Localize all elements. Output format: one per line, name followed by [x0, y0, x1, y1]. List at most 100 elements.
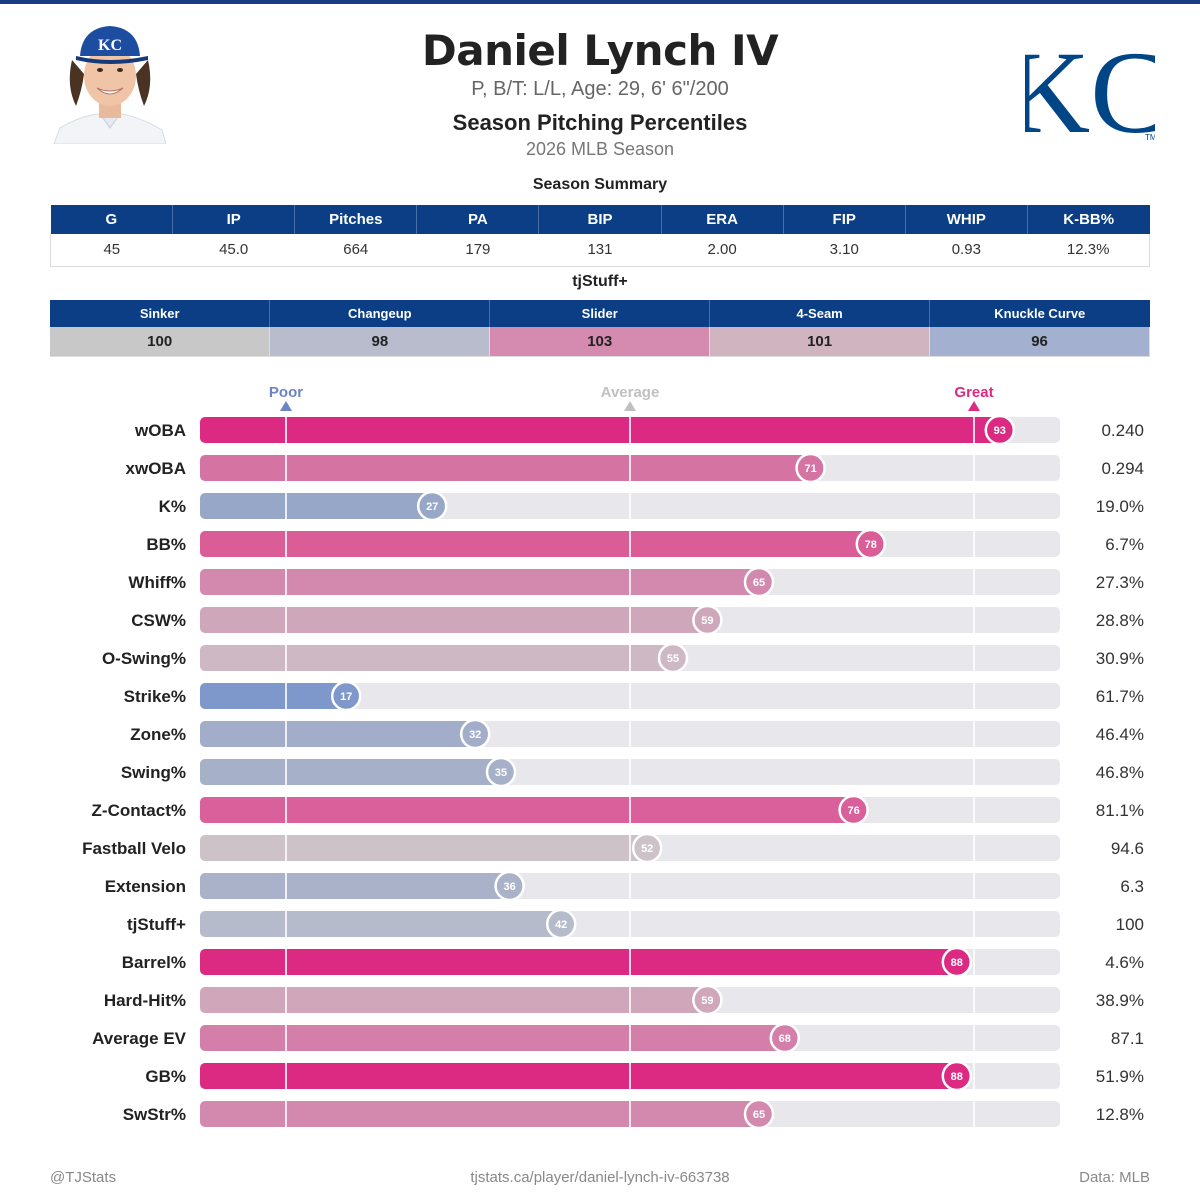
pitch-type-header: Knuckle Curve: [929, 300, 1150, 327]
percentile-bubble-label: 36: [503, 881, 515, 893]
player-name: Daniel Lynch IV: [421, 26, 779, 75]
percentile-bubble: [743, 566, 775, 598]
reference-marker-triangle: [624, 401, 636, 411]
percentile-bubble-label: 65: [753, 1109, 765, 1121]
team-logo: KC TM: [1005, 24, 1169, 158]
team-logo-mark: TM: [1145, 133, 1155, 142]
percentile-bubble-label: 93: [994, 425, 1006, 437]
metric-value: 0.240: [1101, 421, 1144, 440]
percentile-bubble: [769, 1022, 801, 1054]
metric-label: BB%: [146, 535, 186, 554]
metric-value: 46.8%: [1096, 763, 1144, 782]
pitch-type-header: 4-Seam: [709, 300, 931, 327]
summary-col-header: FIP: [783, 205, 906, 234]
percentile-bubble: [330, 680, 362, 712]
summary-cell: 12.3%: [1027, 234, 1151, 267]
percentile-bar: [200, 455, 811, 481]
percentile-bubble: [743, 1098, 775, 1130]
percentile-bar: [200, 759, 501, 785]
metric-label: K%: [159, 497, 186, 516]
percentile-bubble-label: 42: [555, 919, 567, 931]
metric-value: 87.1: [1111, 1029, 1144, 1048]
summary-col-header: K-BB%: [1027, 205, 1150, 234]
metric-value: 19.0%: [1096, 497, 1144, 516]
metric-label: Extension: [105, 877, 186, 896]
summary-cell: 131: [538, 234, 662, 267]
summary-cell: 179: [416, 234, 539, 267]
percentile-bubble: [545, 908, 577, 940]
percentile-bar: [200, 873, 510, 899]
summary-cell: 2.00: [661, 234, 784, 267]
percentile-bar: [200, 1101, 759, 1127]
metric-label: Fastball Velo: [82, 839, 186, 858]
percentile-bar: [200, 1063, 957, 1089]
pitch-stuff-value: 101: [709, 327, 931, 357]
pitch-type-header: Sinker: [50, 300, 271, 327]
percentile-bar: [200, 645, 673, 671]
percentile-bubble-label: 35: [495, 767, 507, 779]
svg-text:KC: KC: [98, 37, 122, 54]
percentile-bubble: [838, 794, 869, 826]
percentile-bar: [200, 721, 476, 747]
metric-value: 12.8%: [1096, 1105, 1144, 1124]
summary-header-row: G IP Pitches PA BIP ERA FIP WHIP K-BB%: [50, 205, 1150, 234]
summary-col-header: WHIP: [905, 205, 1028, 234]
metric-label: CSW%: [131, 611, 186, 630]
season-label: 2026 MLB Season: [525, 139, 675, 159]
player-bio: P, B/T: L/L, Age: 29, 6' 6"/200: [471, 78, 729, 100]
percentile-bubble: [855, 528, 887, 560]
percentile-bubble-label: 76: [847, 805, 859, 817]
summary-value-row: 45 45.0 664 179 131 2.00 3.10 0.93 12.3%: [49, 234, 1151, 267]
percentile-bar: [200, 835, 648, 861]
team-logo-text: KC: [1025, 27, 1155, 144]
percentile-bar: [200, 531, 871, 557]
metric-value: 46.4%: [1096, 725, 1144, 744]
metric-label: Z-Contact%: [92, 801, 186, 820]
metric-value: 6.7%: [1105, 535, 1144, 554]
reference-marker-label: Poor: [269, 384, 303, 401]
tjstuff-title: tjStuff+: [572, 273, 628, 290]
metric-value: 81.1%: [1096, 801, 1144, 820]
metric-label: GB%: [145, 1067, 186, 1086]
percentile-bubble: [941, 1060, 973, 1092]
metric-value: 51.9%: [1096, 1067, 1144, 1086]
footer-handle: @TJStats: [50, 1169, 117, 1186]
top-accent-bar: [0, 0, 1200, 4]
percentile-bubble: [494, 870, 525, 902]
metric-label: xwOBA: [126, 459, 186, 478]
percentile-bar: [200, 569, 759, 595]
metric-value: 94.6: [1111, 839, 1144, 858]
metric-value: 0.294: [1101, 459, 1144, 478]
percentile-bubble-label: 78: [865, 539, 877, 551]
pitch-type-header: Changeup: [269, 300, 491, 327]
percentile-bar: [200, 949, 957, 975]
metric-label: O-Swing%: [102, 649, 186, 668]
metric-value: 30.9%: [1096, 649, 1144, 668]
percentile-bar: [200, 417, 1000, 443]
percentile-bubble-label: 88: [951, 957, 963, 969]
percentile-bubble: [416, 490, 448, 522]
metric-label: Swing%: [121, 763, 186, 782]
percentile-bubble: [485, 756, 517, 788]
percentile-bubble: [941, 946, 973, 978]
pitch-stuff-value: 96: [929, 327, 1150, 357]
summary-col-header: PA: [416, 205, 540, 234]
metric-value: 6.3: [1120, 877, 1144, 896]
percentile-bubble: [459, 718, 491, 750]
metric-label: Zone%: [130, 725, 186, 744]
percentile-bubble-label: 27: [426, 501, 438, 513]
summary-col-header: IP: [172, 205, 296, 234]
percentile-bubble: [631, 832, 663, 864]
summary-cell: 0.93: [905, 234, 1028, 267]
percentile-bubble-label: 65: [753, 577, 765, 589]
footer-source: Data: MLB: [1079, 1169, 1150, 1186]
percentile-bubble-label: 52: [641, 843, 653, 855]
footer-url: tjstats.ca/player/daniel-lynch-iv-663738: [470, 1169, 730, 1186]
percentile-bar: [200, 683, 347, 709]
percentile-bubble-label: 68: [779, 1033, 791, 1045]
pitch-type-header: Slider: [489, 300, 711, 327]
tjstuff-value-row: 100 98 103 101 96: [50, 327, 1150, 357]
summary-cell: 45.0: [172, 234, 295, 267]
metric-value: 100: [1116, 915, 1144, 934]
metric-label: wOBA: [134, 421, 186, 440]
